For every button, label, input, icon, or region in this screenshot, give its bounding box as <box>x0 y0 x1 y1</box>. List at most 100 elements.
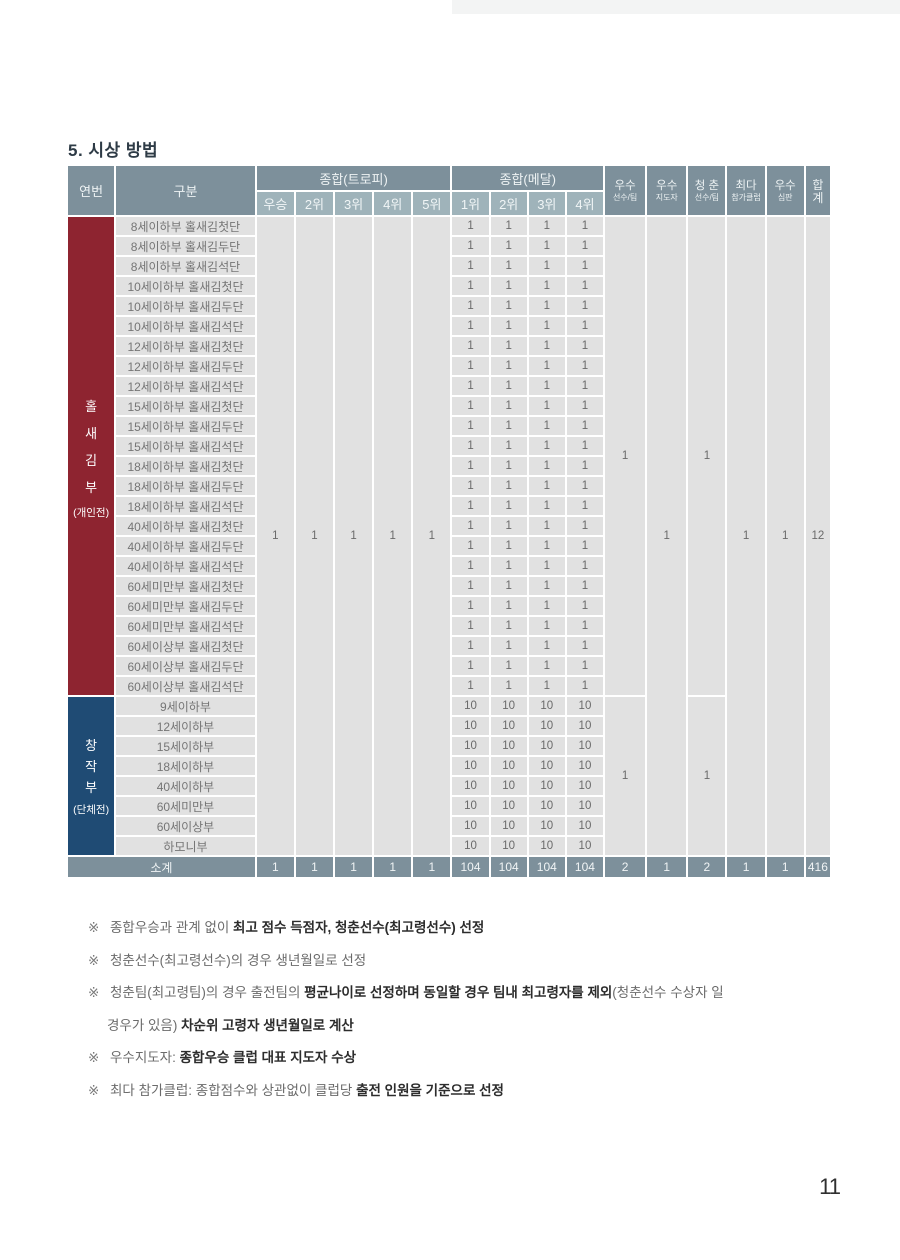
table-row: 홀 새 김 부 (개인전) 8세이하부 홀새김첫단 1 1 1 1 1 1 1 1 1 1 1 1 1 1 12 <box>68 217 830 855</box>
header-row-1: 연번 구분 종합(트로피) 종합(메달) 우수 선수/팀 우수 지도자 청 춘 … <box>68 166 830 215</box>
medal-value-cell: 1 <box>490 477 527 495</box>
medal-value-cell: 1 <box>566 337 604 355</box>
section-char: 새 <box>85 425 98 441</box>
footnote-line: ※ 최다 참가클럽: 종합점수와 상관없이 클럽당 출전 인원을 기준으로 선정 <box>88 1081 878 1101</box>
category-cell: 10세이하부 홀새김첫단 <box>116 277 255 295</box>
medal-value-cell: 1 <box>490 637 527 655</box>
subtotal-value: 1 <box>256 857 294 877</box>
medal-value-cell: 10 <box>452 737 489 755</box>
best-referee-cell: 1 <box>766 217 804 855</box>
footnote-marker: ※ <box>88 920 100 935</box>
footnote-marker: ※ <box>88 1082 100 1098</box>
medal-value-cell: 1 <box>490 617 527 635</box>
medal-value-cell: 1 <box>566 437 604 455</box>
medal-value-cell: 10 <box>528 797 565 815</box>
col-header-medal-1st: 1위 <box>452 192 489 215</box>
footnote-line: 경우가 있음) 차순위 고령자 생년월일로 계산 <box>88 1016 878 1036</box>
footnote-segment: 최다 참가클럽: 종합점수와 상관없이 클럽당 <box>110 1082 357 1098</box>
medal-value-cell: 1 <box>528 437 565 455</box>
medal-value-cell: 1 <box>566 497 604 515</box>
col-header-best-referee: 우수 심판 <box>766 166 804 215</box>
footnote-text: 종합우승과 관계 없이 최고 점수 득점자, 청춘선수(최고령선수) 선정 <box>110 918 484 938</box>
medal-value-cell: 1 <box>528 497 565 515</box>
medal-value-cell: 10 <box>566 697 604 715</box>
col-header-trophy-4th: 4위 <box>374 192 412 215</box>
medal-value-cell: 10 <box>490 757 527 775</box>
medal-value-cell: 1 <box>528 597 565 615</box>
medal-value-cell: 1 <box>528 277 565 295</box>
section-char: 창 <box>85 738 98 753</box>
medal-value-cell: 1 <box>528 657 565 675</box>
table-row: 15세이하부 홀새김두단 1 1 1 1 <box>68 417 830 435</box>
col-header-medal-3rd: 3위 <box>528 192 565 215</box>
footnote-segment: 경우가 있음) <box>107 1017 182 1033</box>
medal-value-cell: 10 <box>490 797 527 815</box>
footnote-bold-segment: 차순위 고령자 생년월일로 계산 <box>181 1017 354 1033</box>
medal-value-cell: 1 <box>566 257 604 275</box>
header-line1: 최다 <box>735 179 757 192</box>
trophy-value-cell: 1 <box>335 217 373 855</box>
youth-player-cell: 1 <box>688 217 726 695</box>
medal-value-cell: 1 <box>452 637 489 655</box>
medal-value-cell: 1 <box>452 537 489 555</box>
medal-value-cell: 1 <box>452 437 489 455</box>
category-cell: 하모니부 <box>116 837 255 855</box>
footnote-segment: 청춘선수(최고령선수)의 경우 생년월일로 선정 <box>110 952 367 968</box>
page-number: 11 <box>819 1174 841 1199</box>
medal-value-cell: 10 <box>528 737 565 755</box>
medal-value-cell: 10 <box>452 817 489 835</box>
medal-value-cell: 1 <box>490 277 527 295</box>
table-foot: 소계 1 1 1 1 1 104 104 104 104 2 1 2 1 1 4… <box>68 857 830 877</box>
medal-value-cell: 1 <box>566 297 604 315</box>
table-header: 연번 구분 종합(트로피) 종합(메달) 우수 선수/팀 우수 지도자 청 춘 … <box>68 166 830 215</box>
medal-value-cell: 10 <box>528 777 565 795</box>
medal-value-cell: 1 <box>490 457 527 475</box>
medal-value-cell: 10 <box>566 737 604 755</box>
category-cell: 60세이상부 <box>116 817 255 835</box>
category-cell: 60세이상부 홀새김석단 <box>116 677 255 695</box>
medal-value-cell: 1 <box>490 237 527 255</box>
table-row: 40세이하부 10 10 10 10 <box>68 777 830 795</box>
medal-value-cell: 1 <box>490 597 527 615</box>
medal-value-cell: 10 <box>490 837 527 855</box>
category-cell: 40세이하부 홀새김두단 <box>116 537 255 555</box>
medal-value-cell: 10 <box>490 777 527 795</box>
subtotal-value: 1 <box>335 857 373 877</box>
medal-value-cell: 1 <box>490 497 527 515</box>
footnote-segment: 종합우승과 관계 없이 <box>110 920 234 935</box>
footnote-text: 우수지도자: 종합우승 클럽 대표 지도자 수상 <box>110 1048 356 1068</box>
category-cell: 12세이하부 홀새김두단 <box>116 357 255 375</box>
medal-value-cell: 10 <box>528 697 565 715</box>
footnote-segment: 청춘팀(최고령팀)의 경우 출전팀의 <box>110 985 305 1000</box>
table-row: 12세이하부 홀새김두단 1 1 1 1 <box>68 357 830 375</box>
col-header-total: 합 계 <box>805 166 830 215</box>
medal-value-cell: 1 <box>528 517 565 535</box>
section-label: 홀 새 김 부 (개인전) <box>68 217 114 695</box>
medal-value-cell: 1 <box>528 397 565 415</box>
footnote-line: ※ 청춘팀(최고령팀)의 경우 출전팀의 평균나이로 선정하며 동일할 경우 팀내… <box>88 983 878 1003</box>
medal-value-cell: 1 <box>452 237 489 255</box>
medal-value-cell: 1 <box>528 357 565 375</box>
medal-value-cell: 1 <box>528 637 565 655</box>
medal-value-cell: 1 <box>566 517 604 535</box>
medal-value-cell: 1 <box>566 617 604 635</box>
col-header-trophy-2nd: 2위 <box>295 192 334 215</box>
subtotal-row: 소계 1 1 1 1 1 104 104 104 104 2 1 2 1 1 4… <box>68 857 830 877</box>
medal-value-cell: 1 <box>452 357 489 375</box>
medal-value-cell: 1 <box>566 377 604 395</box>
category-cell: 60세미만부 홀새김첫단 <box>116 577 255 595</box>
medal-value-cell: 10 <box>490 737 527 755</box>
best-player-cell: 1 <box>605 217 646 695</box>
table-row: 하모니부 10 10 10 10 <box>68 837 830 855</box>
medal-value-cell: 10 <box>528 757 565 775</box>
header-line2: 선수/팀 <box>612 193 638 203</box>
medal-value-cell: 1 <box>528 217 565 235</box>
medal-value-cell: 10 <box>566 817 604 835</box>
header-line1: 우수 <box>656 179 678 192</box>
medal-value-cell: 1 <box>452 597 489 615</box>
header-line1: 청 춘 <box>694 179 720 192</box>
section-sub-label: (단체전) <box>73 804 110 816</box>
medal-value-cell: 1 <box>452 417 489 435</box>
category-cell: 12세이하부 홀새김석단 <box>116 377 255 395</box>
